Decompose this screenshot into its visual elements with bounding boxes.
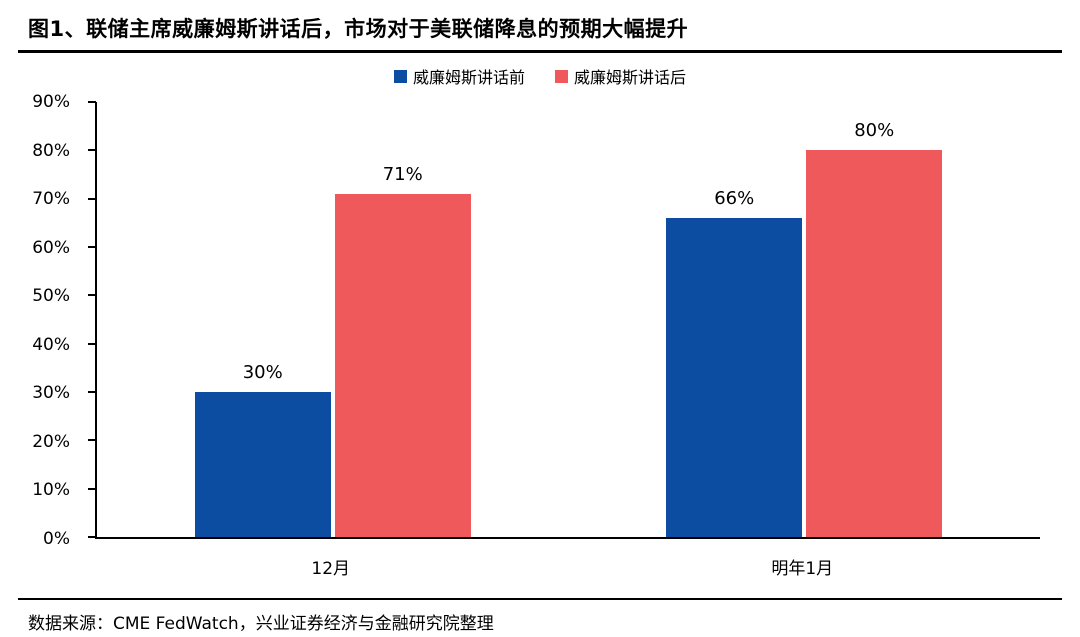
legend-label-after: 威廉姆斯讲话后 <box>574 68 687 87</box>
y-axis-tick-mark <box>88 487 96 490</box>
bar <box>194 392 331 537</box>
legend-swatch-before <box>393 69 407 83</box>
bar <box>666 218 803 537</box>
y-axis-tick-label: 20% <box>32 431 70 452</box>
y-axis-tick-label: 40% <box>32 334 70 355</box>
y-axis-tick-label: 90% <box>32 92 70 112</box>
y-axis-tick-mark <box>88 439 96 442</box>
y-axis-tick-mark <box>88 101 96 103</box>
y-axis-tick-label: 10% <box>32 480 70 501</box>
bar-value-label: 71% <box>382 163 423 185</box>
legend-item-after: 威廉姆斯讲话后 <box>555 64 686 88</box>
bar <box>334 193 471 537</box>
bar <box>806 150 943 537</box>
figure-title: 图1、联储主席威廉姆斯讲话后，市场对于美联储降息的预期大幅提升 <box>28 17 689 41</box>
bar-value-label: 66% <box>714 188 755 209</box>
y-axis-tick-mark <box>88 149 96 152</box>
y-axis-tick-label: 60% <box>32 237 70 258</box>
y-axis-tick-mark <box>88 391 96 394</box>
y-axis-tick-mark <box>88 294 96 297</box>
x-axis-category-label: 明年1月 <box>771 559 834 579</box>
y-axis-tick-label: 50% <box>32 286 70 307</box>
y-axis-tick-mark <box>88 246 96 249</box>
y-axis-tick-label: 70% <box>32 189 70 210</box>
bar-value-label: 30% <box>242 362 283 383</box>
y-axis-tick-label: 0% <box>43 529 70 549</box>
source-divider: 数据来源：CME FedWatch，兴业证券经济与金融研究院整理 <box>18 598 1062 634</box>
chart-legend: 威廉姆斯讲话前 威廉姆斯讲话后 <box>0 64 1080 88</box>
chart-area: 0% 10% 20% 30% 40% 50% 60% 70% 80% 90% 30% 71% 66% 8… <box>32 92 1040 584</box>
y-axis-tick-mark <box>88 197 96 200</box>
y-axis: 0% 10% 20% 30% 40% 50% 60% 70% 80% 90% <box>0 92 84 549</box>
source-text: 数据来源：CME FedWatch，兴业证券经济与金融研究院整理 <box>28 614 494 634</box>
legend-item-before: 威廉姆斯讲话前 <box>393 64 525 88</box>
y-axis-tick-label: 30% <box>32 383 70 404</box>
y-axis-tick-label: 80% <box>32 140 70 161</box>
legend-label-before: 威廉姆斯讲话前 <box>412 68 525 87</box>
x-axis-category-label: 12月 <box>311 559 351 579</box>
legend-swatch-after <box>555 69 568 83</box>
y-axis-tick-mark <box>88 536 96 538</box>
plot-area: 30% 71% 66% 80% <box>88 101 1040 539</box>
title-underline <box>18 50 1062 53</box>
bar-value-label: 80% <box>854 120 895 142</box>
y-axis-tick-mark <box>88 342 96 345</box>
x-axis: 12月 明年1月 <box>95 539 1040 584</box>
